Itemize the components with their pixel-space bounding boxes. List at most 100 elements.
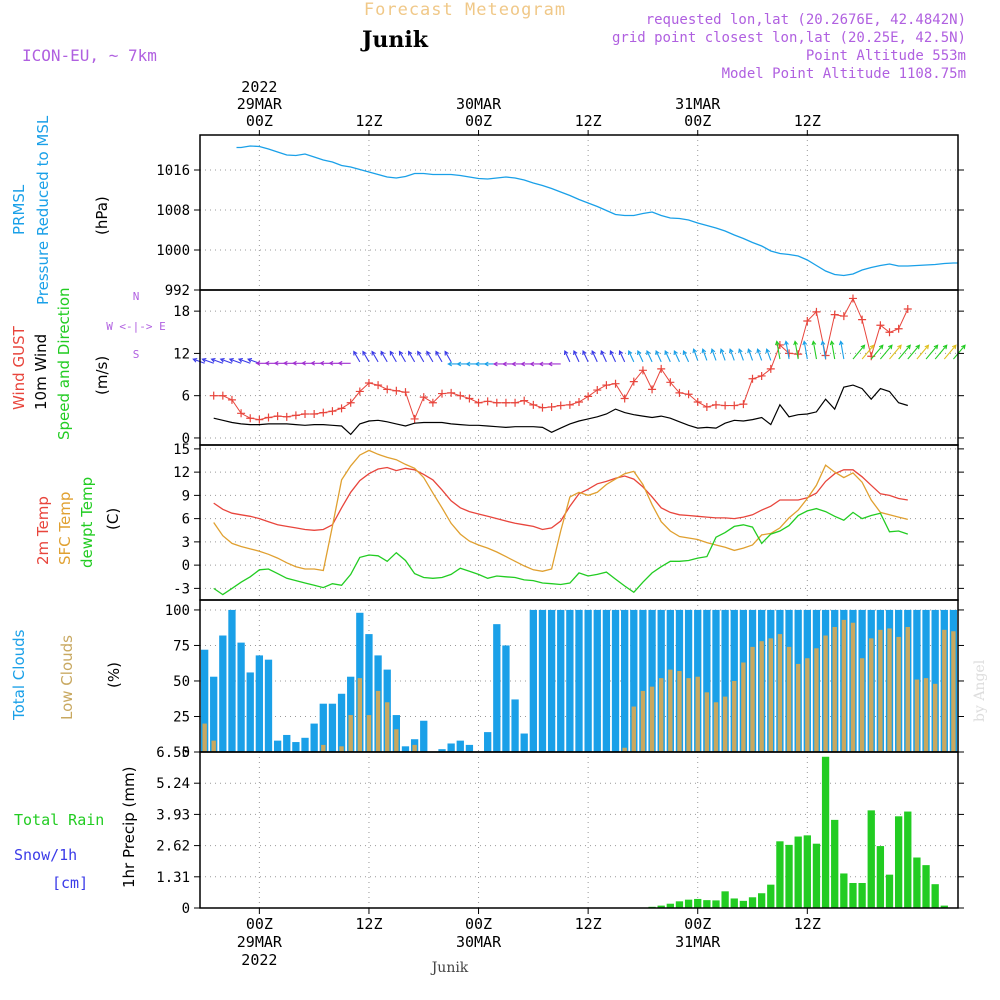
wind-direction-arrow	[747, 348, 754, 361]
total-cloud-bar	[319, 703, 327, 752]
model-label: ICON-EU, ~ 7km	[22, 46, 157, 65]
total-cloud-bar	[228, 609, 236, 752]
wind-direction-arrow	[682, 349, 690, 363]
gust-marker	[529, 400, 538, 409]
rain-bar	[867, 810, 875, 908]
total-cloud-bar	[730, 609, 738, 752]
gust-marker	[374, 381, 383, 390]
top-time-label: 00Z	[246, 112, 273, 130]
y-tick-label: 12	[173, 346, 190, 362]
y-tick-label: 6	[182, 512, 190, 528]
total-cloud-bar	[255, 655, 264, 752]
low-cloud-bar	[704, 692, 710, 752]
clouds-units: (%)	[105, 662, 123, 688]
low-cloud-bar	[348, 715, 353, 752]
rain-bar	[739, 900, 748, 908]
gust-marker	[711, 400, 720, 409]
panel-wind: 0 6 12 18 Wind GUST 10m Wind Speed and Directi…	[10, 287, 966, 447]
wind-direction-arrow	[417, 350, 425, 363]
total-cloud-bar	[420, 720, 428, 752]
y-tick-label: 25	[173, 709, 190, 725]
rain-bar	[904, 811, 912, 908]
compass-west-east: W <-|-> E	[106, 320, 166, 333]
wind-direction-arrow	[192, 358, 205, 364]
total-cloud-bar	[301, 737, 309, 752]
wind-direction-arrow	[362, 350, 370, 363]
total-cloud-bar	[566, 609, 574, 752]
low-cloud-bar	[677, 671, 682, 752]
rain-bar	[858, 882, 866, 908]
low-cloud-bar	[375, 690, 381, 752]
pressure-label-2: Pressure Reduced to MSL	[34, 115, 52, 305]
low-cloud-bar	[394, 729, 399, 752]
gust-marker	[364, 379, 373, 387]
gust-marker	[739, 400, 748, 409]
wind-direction-arrow	[582, 349, 589, 363]
low-cloud-bar	[841, 619, 847, 752]
bottom-time-label: 00Z	[465, 915, 492, 933]
rain-bar	[721, 891, 729, 908]
low-cloud-bar	[659, 678, 664, 752]
rain-bar	[812, 843, 821, 908]
total-cloud-bar	[639, 609, 647, 752]
wind-direction-arrow	[228, 358, 242, 364]
total-cloud-bar	[292, 742, 300, 752]
wind-direction-arrow	[353, 350, 361, 363]
low-cloud-bar	[732, 680, 737, 752]
footer-location: Junik	[430, 960, 469, 976]
low-cloud-bar	[923, 678, 929, 752]
gust-marker	[355, 387, 364, 396]
low-cloud-bar	[759, 641, 764, 752]
gust-marker	[684, 390, 693, 399]
wind-direction-arrow	[784, 340, 790, 360]
gust-marker	[629, 377, 638, 386]
rain-bar	[776, 841, 784, 908]
wind-gust-label: Wind GUST	[10, 325, 28, 410]
gust-marker	[419, 393, 428, 402]
bottom-time-label: 12Z	[355, 915, 382, 933]
rain-bar	[940, 905, 948, 908]
total-cloud-bar	[237, 642, 245, 752]
gust-marker	[876, 321, 885, 330]
pressure-label-1: PRMSL	[10, 184, 28, 235]
gust-marker	[693, 398, 702, 407]
rain-bar	[913, 857, 921, 908]
compass-north: N	[133, 290, 140, 303]
temp-sfc-label: SFC Temp	[56, 492, 74, 565]
y-tick-label: 6	[182, 389, 190, 405]
pressure-line	[236, 145, 958, 277]
gust-marker	[839, 312, 848, 321]
gust-marker	[611, 379, 620, 388]
wind-direction-arrow	[870, 344, 884, 360]
total-cloud-bar	[575, 609, 583, 752]
low-cloud-bar	[932, 683, 938, 752]
gust-line	[213, 297, 909, 421]
gust-marker	[492, 398, 501, 407]
gust-marker	[501, 398, 510, 407]
rain-bar	[785, 844, 793, 908]
wind-direction-arrow	[765, 348, 772, 361]
temp-units: (C)	[104, 508, 122, 530]
wind-direction-arrow	[600, 349, 607, 363]
panel-frame	[199, 751, 959, 909]
low-cloud-bar	[823, 635, 828, 752]
low-cloud-bar	[896, 636, 901, 752]
rain-bar	[712, 900, 720, 908]
total-cloud-bar	[337, 693, 346, 752]
gust-marker	[565, 400, 574, 409]
y-tick-label: 12	[173, 465, 190, 481]
total-cloud-bar	[593, 609, 601, 752]
wind-direction-arrow	[916, 344, 930, 360]
wind-direction-arrow	[774, 340, 781, 360]
low-cloud-bar	[741, 662, 746, 752]
gust-marker	[766, 364, 775, 373]
gust-marker	[666, 378, 675, 387]
wind-direction-arrow	[547, 361, 561, 367]
top-time-label: 31MAR	[675, 95, 721, 113]
panel-frame	[199, 134, 959, 291]
panel-clouds: 0 25 50 75 100 Total Clouds Low Clouds (%)	[10, 600, 964, 761]
total-cloud-bar	[219, 635, 227, 752]
panel-frame	[199, 444, 959, 601]
total-cloud-bar	[584, 609, 592, 752]
low-cloud-bar	[695, 676, 700, 752]
